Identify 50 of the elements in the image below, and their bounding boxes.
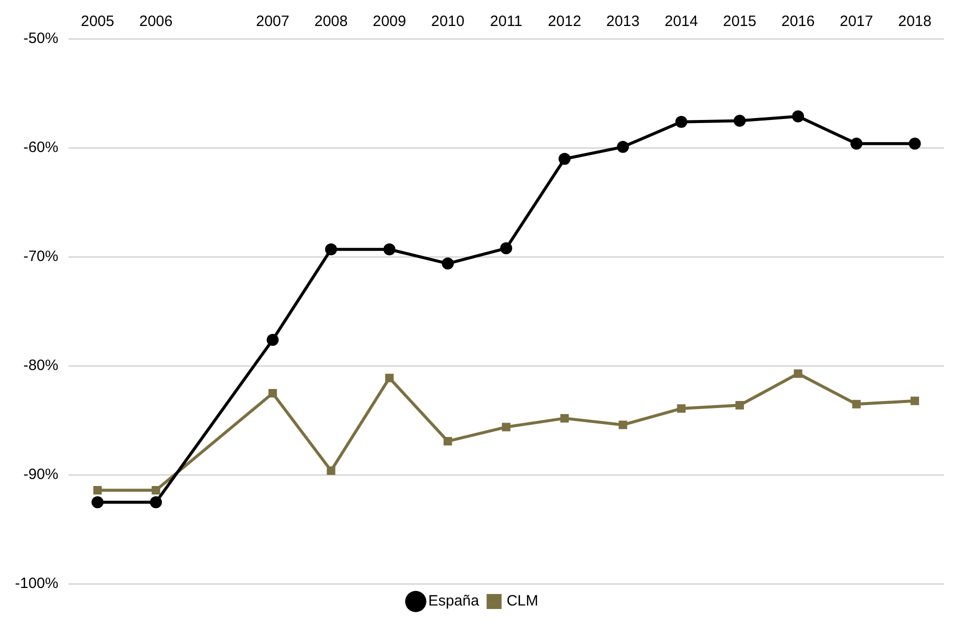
point (500, 242, 512, 254)
point (502, 422, 510, 432)
point (675, 116, 688, 128)
y-tick-label: -100% (15, 575, 58, 592)
point (326, 466, 336, 475)
point (910, 396, 920, 406)
point (268, 389, 277, 398)
legend-label: España (428, 592, 480, 610)
y-tick-label: -50% (23, 30, 58, 48)
x-tick-label: 2016 (781, 13, 815, 30)
x-tick-label: 2010 (431, 13, 464, 30)
x-tick-label: 2007 (256, 13, 290, 30)
x-tick-label: 2014 (664, 13, 698, 30)
point (618, 420, 628, 430)
legend-label: CLM (506, 592, 538, 610)
point (266, 334, 279, 346)
x-tick-label: 2005 (80, 13, 114, 30)
point (794, 369, 802, 378)
point (92, 496, 104, 508)
x-tick-label: 2017 (840, 13, 874, 30)
y-tick-label: -80% (23, 357, 58, 374)
x-tick-label: 2018 (898, 13, 932, 30)
x-tick-label: 2006 (139, 13, 173, 30)
x-tick-label: 2009 (372, 13, 406, 30)
point (850, 138, 862, 150)
x-tick-label: 2013 (606, 13, 640, 30)
point (152, 486, 160, 495)
point (852, 400, 861, 408)
point (677, 404, 686, 413)
point (558, 152, 571, 165)
point (93, 486, 102, 495)
point (385, 374, 394, 382)
y-tick-label: -70% (23, 248, 58, 266)
y-tick-label: -90% (23, 466, 58, 484)
x-tick-label: 2012 (548, 13, 582, 30)
point (792, 110, 804, 122)
point (442, 258, 454, 270)
point (616, 140, 629, 153)
point (908, 138, 921, 150)
x-tick-label: 2011 (490, 13, 522, 30)
point (325, 243, 338, 256)
point (560, 414, 569, 423)
point (150, 496, 162, 508)
point (735, 401, 744, 410)
y-tick-label: -60% (23, 139, 58, 156)
point (444, 436, 452, 446)
x-tick-label: 2015 (722, 13, 756, 30)
x-tick-label: 2008 (314, 13, 348, 30)
point (383, 243, 396, 256)
point (734, 114, 746, 127)
